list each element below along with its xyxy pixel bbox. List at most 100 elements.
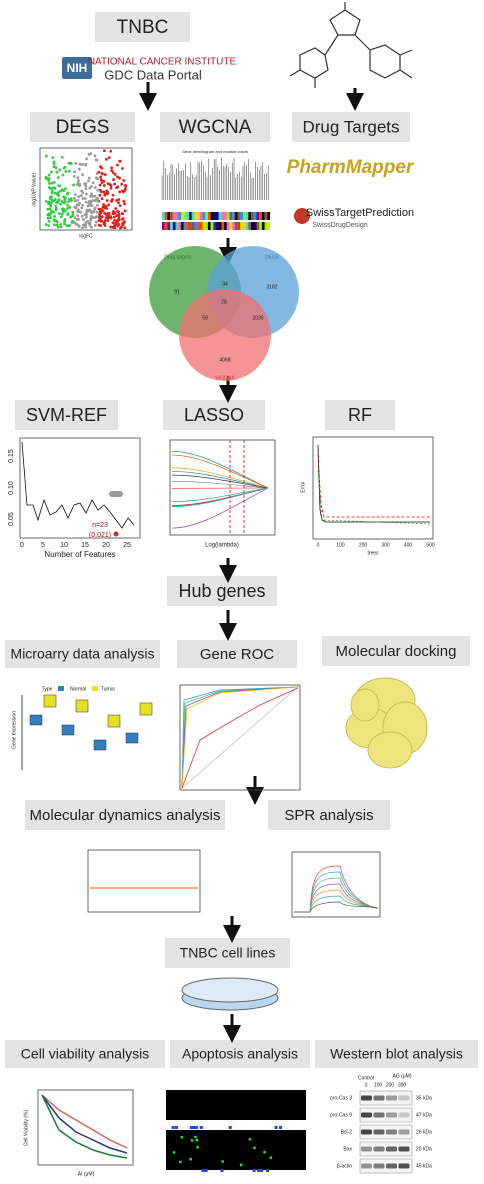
cell-dot (221, 1160, 224, 1163)
module-color (189, 212, 192, 220)
step-box (160, 112, 270, 142)
volcano-dot (110, 199, 114, 203)
volcano-dot (62, 195, 66, 199)
volcano-dot (84, 225, 88, 229)
cell-dot (274, 1126, 278, 1129)
module-color (267, 212, 271, 220)
band (398, 1146, 410, 1152)
band (373, 1095, 385, 1101)
rf-frame (312, 436, 434, 540)
box-normal (29, 714, 43, 726)
volcano-dot (52, 180, 56, 184)
volcano-dot (57, 194, 61, 198)
module-color (240, 212, 244, 220)
volcano-dot (121, 212, 125, 216)
viab-line (41, 1094, 128, 1149)
box-tumor (75, 699, 89, 713)
module-color (170, 222, 173, 230)
roc-curve (181, 686, 299, 789)
volcano-dot (52, 199, 56, 203)
volcano-dot (112, 209, 115, 213)
volcano-dot (103, 149, 106, 153)
volcano-dot (89, 152, 93, 155)
module-color (170, 212, 173, 220)
module-color (253, 222, 257, 230)
label: Gene dendrogram and module colors (182, 149, 248, 154)
volcano-dot (120, 225, 123, 229)
volcano-dot (103, 219, 107, 222)
module-color (224, 212, 227, 220)
cell-dot (239, 1163, 243, 1167)
volcano-dot (106, 219, 110, 223)
label: RF (348, 405, 372, 425)
label: Drug targets (164, 254, 192, 260)
label: 25 (123, 542, 131, 549)
module-color (248, 222, 252, 230)
module-color (189, 222, 192, 230)
module-color (243, 222, 246, 230)
volcano-dot (124, 183, 127, 187)
module-color (261, 222, 265, 230)
band (386, 1129, 397, 1135)
label: trees (367, 550, 379, 556)
volcano-dot (116, 163, 119, 167)
volcano-dot (52, 186, 56, 190)
volcano-dot (59, 225, 63, 229)
volcano-dot (95, 203, 99, 207)
label: 35 kDa (416, 1095, 432, 1101)
volcano-dot (121, 217, 125, 220)
volcano-dot (94, 176, 98, 180)
svm-min (113, 531, 119, 537)
volcano-dot (55, 200, 58, 204)
volcano-dot (97, 170, 101, 174)
label: (0.021) (89, 532, 111, 539)
volcano-dot (116, 185, 120, 189)
module-color (205, 212, 208, 220)
volcano-dot (98, 193, 102, 197)
volcano-dot (116, 175, 119, 179)
volcano-dot (64, 209, 67, 212)
label: 100 (374, 1082, 383, 1088)
label: 500 (426, 542, 435, 548)
venn-set (179, 289, 271, 381)
volcano-dot (46, 216, 50, 220)
volcano-dot (90, 204, 94, 208)
cell-dot (194, 1126, 198, 1129)
cell-dot (172, 1151, 176, 1154)
label: GDC Data Portal (104, 67, 202, 82)
viab-line (41, 1094, 128, 1154)
cell-dot (220, 1169, 224, 1172)
label: Gene ROC (200, 646, 274, 663)
volcano-dot (105, 199, 109, 202)
label: -log10(P Value) (31, 173, 37, 208)
volcano-dot (81, 197, 85, 200)
step-box (165, 938, 290, 968)
lasso-path (171, 487, 269, 529)
module-color (167, 222, 171, 230)
label: n=23 (92, 522, 108, 529)
module-color (251, 212, 254, 220)
volcano-dot (96, 188, 100, 192)
volcano-dot (64, 187, 67, 191)
volcano-dot (84, 221, 88, 225)
volcano-dot (105, 157, 108, 161)
volcano-dot (115, 199, 118, 202)
module-color (205, 222, 208, 230)
module-color (172, 222, 176, 230)
volcano-dot (91, 194, 95, 198)
label: Cell Viability (%) (23, 1110, 29, 1147)
rf-line (317, 469, 431, 525)
volcano-dot (58, 168, 62, 172)
module-color (226, 212, 230, 220)
label: Type (42, 686, 53, 692)
volcano-dot (95, 158, 99, 162)
label: Number of Features (44, 550, 115, 559)
volcano-dot (123, 202, 127, 206)
volcano-dot (117, 214, 121, 218)
label: β-actin (337, 1163, 352, 1169)
volcano-dot (102, 179, 106, 183)
volcano-dot (44, 154, 48, 158)
module-color (197, 212, 200, 220)
spr-curve (294, 895, 379, 913)
